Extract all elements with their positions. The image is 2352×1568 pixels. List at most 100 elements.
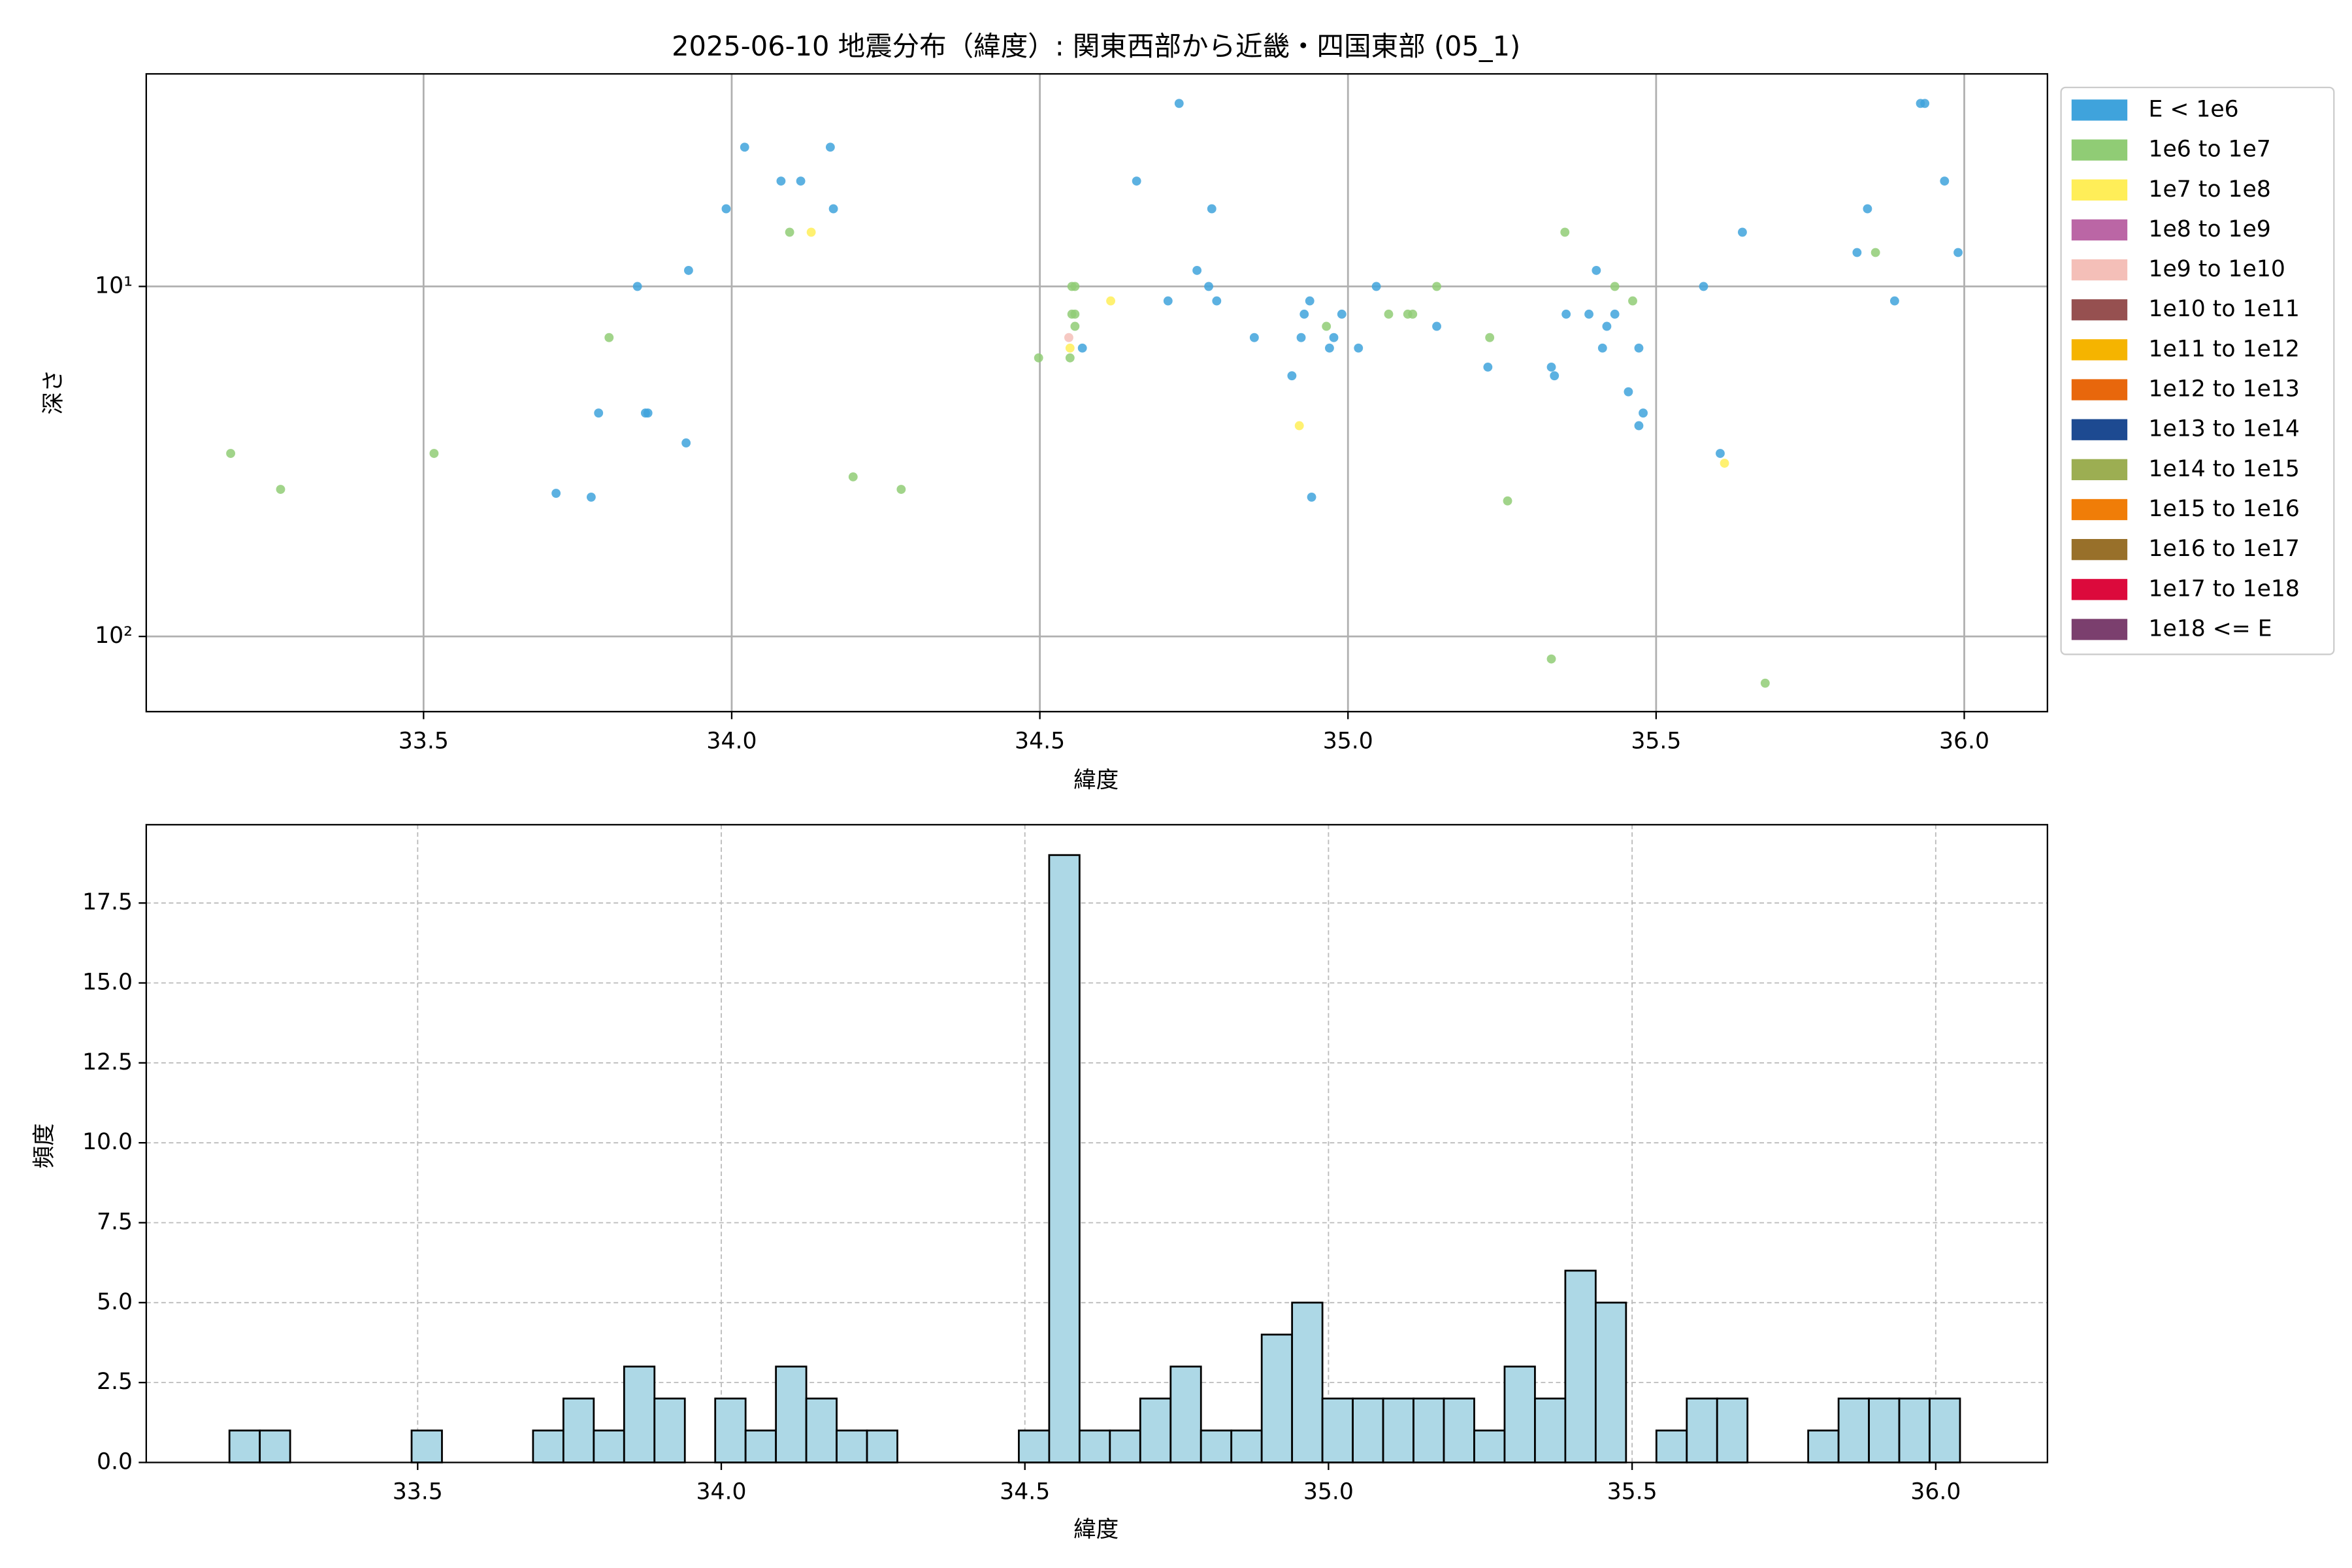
point	[1408, 309, 1418, 319]
x-axis-label: 緯度	[1073, 1516, 1119, 1543]
bar	[1807, 1429, 1840, 1463]
bar	[1655, 1429, 1688, 1463]
point	[1634, 421, 1644, 431]
legend-swatch	[2071, 219, 2128, 241]
bar	[259, 1429, 291, 1463]
bar	[562, 1397, 595, 1463]
point	[1699, 282, 1708, 291]
point	[785, 227, 794, 237]
bar	[1230, 1429, 1263, 1463]
legend-swatch	[2071, 379, 2128, 400]
legend-label: 1e12 to 1e13	[2148, 376, 2299, 402]
legend-label: 1e17 to 1e18	[2148, 576, 2299, 602]
point	[796, 176, 806, 186]
bar	[1382, 1397, 1414, 1463]
legend-label: 1e13 to 1e14	[2148, 416, 2299, 442]
point	[429, 449, 439, 458]
bar	[653, 1397, 686, 1463]
y-tick-label: 10²	[95, 623, 133, 649]
y-tick-label: 7.5	[97, 1209, 133, 1235]
legend-swatch	[2071, 579, 2128, 600]
legend-label: 1e16 to 1e17	[2148, 536, 2299, 562]
point	[1503, 496, 1512, 506]
point	[1597, 343, 1607, 353]
legend-swatch	[2071, 339, 2128, 361]
point	[1212, 296, 1222, 306]
point	[1863, 204, 1872, 214]
point	[1329, 333, 1339, 342]
y-axis-label: 深さ	[41, 369, 67, 414]
legend-swatch	[2071, 419, 2128, 440]
bar	[1413, 1397, 1445, 1463]
point	[1485, 333, 1495, 342]
legend-swatch	[2071, 139, 2128, 161]
point	[1560, 227, 1570, 237]
point	[551, 489, 561, 498]
point	[740, 142, 749, 152]
point	[1207, 204, 1217, 214]
point	[632, 282, 642, 291]
point	[1325, 343, 1334, 353]
point	[604, 333, 614, 342]
y-tick-label: 15.0	[82, 970, 133, 996]
point	[1716, 449, 1725, 458]
point	[1354, 343, 1364, 353]
point	[1550, 371, 1560, 381]
point	[226, 449, 235, 458]
point	[1204, 282, 1213, 291]
point	[721, 204, 731, 214]
bar	[593, 1429, 625, 1463]
point	[1634, 343, 1644, 353]
point	[1337, 309, 1347, 319]
point	[1070, 321, 1080, 331]
point	[1546, 654, 1556, 664]
plot-frame	[145, 824, 2048, 1463]
legend-swatch	[2071, 179, 2128, 201]
y-tick-label: 5.0	[97, 1289, 133, 1315]
bar	[1443, 1397, 1475, 1463]
legend-label: E < 1e6	[2148, 96, 2238, 122]
point	[1760, 678, 1770, 688]
point	[1296, 333, 1306, 342]
point	[684, 265, 693, 275]
bar	[1018, 1429, 1051, 1463]
y-tick-label: 10¹	[95, 272, 133, 299]
point	[1174, 99, 1184, 108]
plot-frame	[145, 73, 2048, 713]
bar	[805, 1397, 838, 1463]
bar	[1109, 1429, 1141, 1463]
point	[1305, 296, 1315, 306]
point	[1322, 321, 1331, 331]
point	[1483, 362, 1493, 372]
x-tick-label: 34.0	[696, 1479, 746, 1505]
point	[1584, 309, 1593, 319]
bar	[228, 1429, 261, 1463]
bar	[1139, 1397, 1172, 1463]
point	[1106, 296, 1115, 306]
point	[1602, 321, 1612, 331]
bar	[1534, 1397, 1567, 1463]
point	[1639, 408, 1648, 418]
x-tick-label: 34.0	[706, 728, 757, 754]
bar	[1321, 1397, 1354, 1463]
point	[1432, 282, 1441, 291]
point	[643, 408, 653, 418]
bar	[532, 1429, 564, 1463]
point	[848, 472, 858, 482]
x-tick-label: 35.5	[1631, 728, 1681, 754]
point	[1610, 309, 1620, 319]
point	[1371, 282, 1381, 291]
point	[1163, 296, 1173, 306]
x-tick-label: 36.0	[1910, 1479, 1961, 1505]
point	[1920, 99, 1930, 108]
legend-swatch	[2071, 99, 2128, 121]
y-tick-label: 2.5	[97, 1369, 133, 1395]
point	[1624, 387, 1633, 397]
bar	[1594, 1301, 1627, 1463]
point	[1432, 321, 1441, 331]
legend-swatch	[2071, 498, 2128, 521]
point	[1592, 265, 1601, 275]
